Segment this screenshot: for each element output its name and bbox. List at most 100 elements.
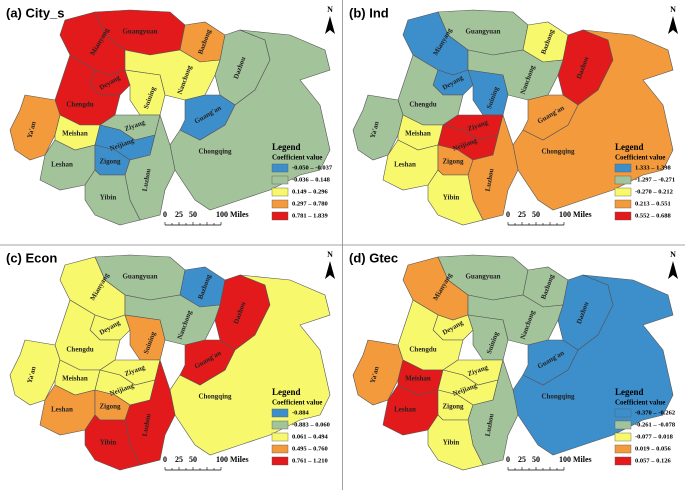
legend-label: 1.333 – 1.398 [635,164,672,171]
legend-label: -0.261 – -0.078 [635,421,676,428]
scale-label: 25 [518,210,526,219]
region-label: Chengdu [66,101,93,109]
region-label: Yibin [100,439,117,447]
scale-label: 25 [518,455,526,464]
legend-swatch [271,163,289,173]
scale-label: 100 Miles [559,455,592,464]
region [9,339,61,406]
region-label: Leshan [394,406,416,414]
legend-swatch [614,187,632,197]
region-label: Luzhou [484,168,496,192]
legend-swatch [614,408,632,418]
map-panel: Guangyuan BazhongDazhouChongqingMianyangD… [6,250,335,471]
legend-label: -0.370 – -0.262 [635,409,675,416]
region [9,94,61,161]
region-label: Chongqing [541,393,575,401]
region [84,169,141,226]
legend-swatch [271,175,289,185]
north-label: N [670,250,676,259]
legend-subtitle: Coefficient value [272,399,322,407]
legend-swatch [271,187,289,197]
legend-label: -0.036 – 0.148 [292,176,331,183]
region [169,274,331,456]
north-label: N [670,5,676,14]
region-label: Chongqing [541,148,575,156]
legend-label: -0.077 – 0.018 [635,433,674,440]
region-label: Guangyuan [122,28,157,36]
legend-label: 0.057 – 0.126 [635,457,672,464]
region-label: Guangyuan [122,273,157,281]
region-label: Zigong [442,158,464,166]
north-arrow [668,261,678,279]
scale-label: 50 [189,455,197,464]
legend-label: 0.061 – 0.494 [292,433,329,440]
scale-label: 0 [163,455,167,464]
region-label: Luzhou [141,413,153,437]
region-label: Meishan [405,375,431,383]
legend-swatch [271,420,289,430]
legend-swatch [614,444,632,454]
scale-label: 25 [175,210,183,219]
legend-label: -0.270 – 0.212 [635,188,673,195]
region [512,274,674,456]
region [352,339,404,406]
legend-label: -0.883 – 0.060 [292,421,330,428]
legend-swatch [614,163,632,173]
map-panel: Guangyuan BazhongDazhouChongqingMianyangD… [6,5,335,226]
region-label: Chongqing [198,148,232,156]
region-label: Guangyuan [465,273,500,281]
scale-label: 25 [175,455,183,464]
legend-subtitle: Coefficient value [272,154,322,162]
region-label: Chengdu [409,101,436,109]
region [169,29,331,211]
region-label: Zigong [99,158,121,166]
legend-swatch [271,444,289,454]
legend-label: 0.019 – 0.056 [635,445,672,452]
region [84,414,141,471]
region-label: Luzhou [141,168,153,192]
legend-title: Legend [615,142,644,152]
legend-label: -0.050 – -0.037 [292,164,333,171]
region [512,29,674,211]
region-label: Leshan [51,161,73,169]
legend-swatch [614,432,632,442]
scale-label: 50 [189,210,197,219]
region [179,94,236,141]
legend-label: 0.213 – 0.551 [635,200,671,207]
region-label: Chongqing [198,393,232,401]
north-arrow [325,261,335,279]
region-label: Leshan [394,161,416,169]
region [522,339,579,386]
panel-title: (b) Ind [349,5,389,20]
north-arrow [668,16,678,34]
legend-swatch [271,199,289,209]
region-label: Luzhou [484,413,496,437]
region-label: Meishan [62,375,88,383]
north-label: N [327,5,333,14]
region [522,94,579,141]
north-arrow [325,16,335,34]
legend-title: Legend [615,387,644,397]
legend-swatch [614,211,632,221]
legend-title: Legend [272,142,301,152]
legend-title: Legend [272,387,301,397]
legend-swatch [271,211,289,221]
region-label: Yibin [443,194,460,202]
legend-label: -1.297 – -0.271 [635,176,675,183]
legend-swatch [614,420,632,430]
legend-label: 0.781 – 1.839 [292,212,329,219]
scale-label: 100 Miles [216,455,249,464]
scale-label: 50 [532,210,540,219]
region [352,94,404,161]
region-label: Zigong [442,403,464,411]
legend-subtitle: Coefficient value [615,399,665,407]
legend-label: 0.297 – 0.780 [292,200,328,207]
legend-label: 0.495 – 0.760 [292,445,328,452]
north-label: N [327,250,333,259]
scale-label: 50 [532,455,540,464]
legend-swatch [614,199,632,209]
region-label: Guangyuan [465,28,500,36]
panel-title: (a) City_s [6,5,65,20]
region-label: Chengdu [409,346,436,354]
